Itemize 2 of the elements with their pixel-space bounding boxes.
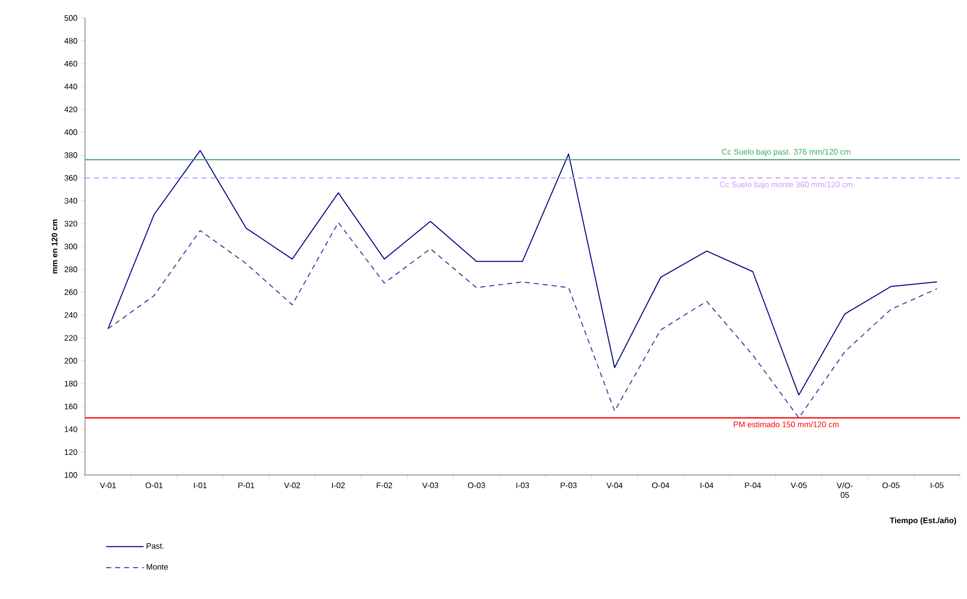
line-series xyxy=(108,150,938,396)
line-series xyxy=(108,222,938,418)
